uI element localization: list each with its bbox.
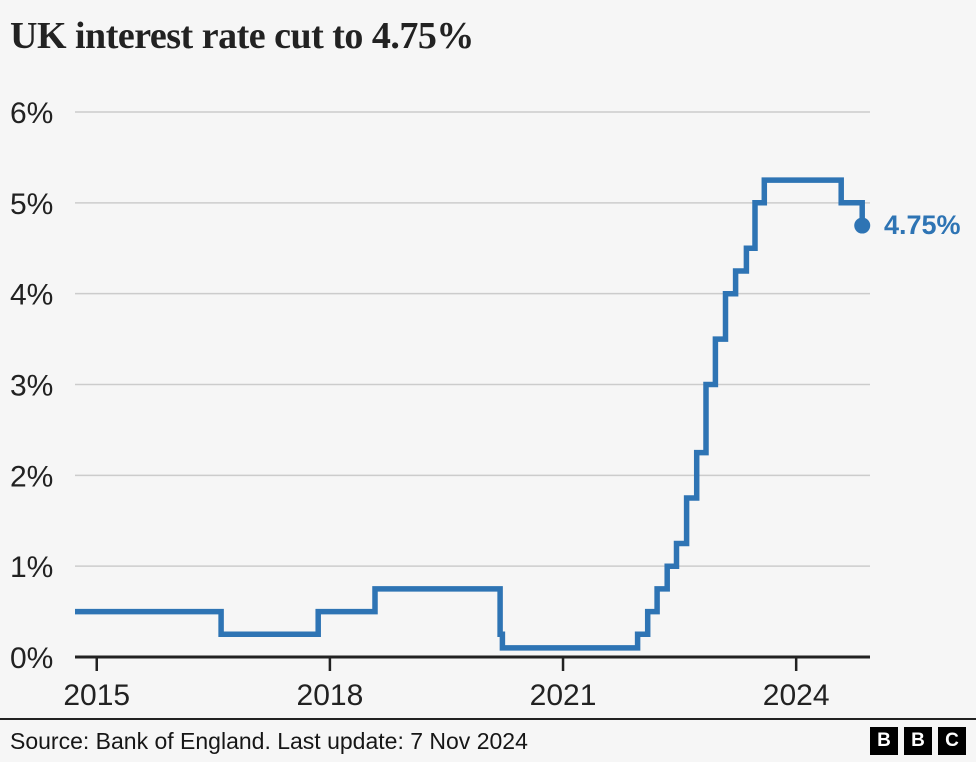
y-tick-label-5%: 5% bbox=[10, 188, 53, 221]
x-tick-label-2024: 2024 bbox=[763, 679, 830, 712]
x-tick-label-2021: 2021 bbox=[530, 679, 597, 712]
x-tick-label-2018: 2018 bbox=[297, 679, 364, 712]
bbc-logo-block-2: B bbox=[904, 727, 932, 755]
y-tick-label-6%: 6% bbox=[10, 97, 53, 130]
footer: Source: Bank of England. Last update: 7 … bbox=[0, 720, 976, 762]
rate-step-line bbox=[75, 177, 865, 651]
bbc-logo-block-1: B bbox=[870, 727, 898, 755]
source-caption: Source: Bank of England. Last update: 7 … bbox=[10, 727, 528, 754]
bbc-logo-block-3: C bbox=[938, 727, 966, 755]
chart-title: UK interest rate cut to 4.75% bbox=[10, 15, 474, 57]
y-tick-label-0%: 0% bbox=[10, 642, 53, 675]
latest-rate-dot bbox=[854, 217, 871, 234]
y-tick-label-4%: 4% bbox=[10, 279, 53, 312]
bbc-logo: B B C bbox=[870, 727, 966, 755]
footer-divider bbox=[0, 718, 976, 720]
y-tick-label-1%: 1% bbox=[10, 551, 53, 584]
y-tick-label-3%: 3% bbox=[10, 370, 53, 403]
x-tick-label-2015: 2015 bbox=[63, 679, 130, 712]
y-tick-label-2%: 2% bbox=[10, 460, 53, 493]
latest-rate-label: 4.75% bbox=[884, 210, 961, 240]
